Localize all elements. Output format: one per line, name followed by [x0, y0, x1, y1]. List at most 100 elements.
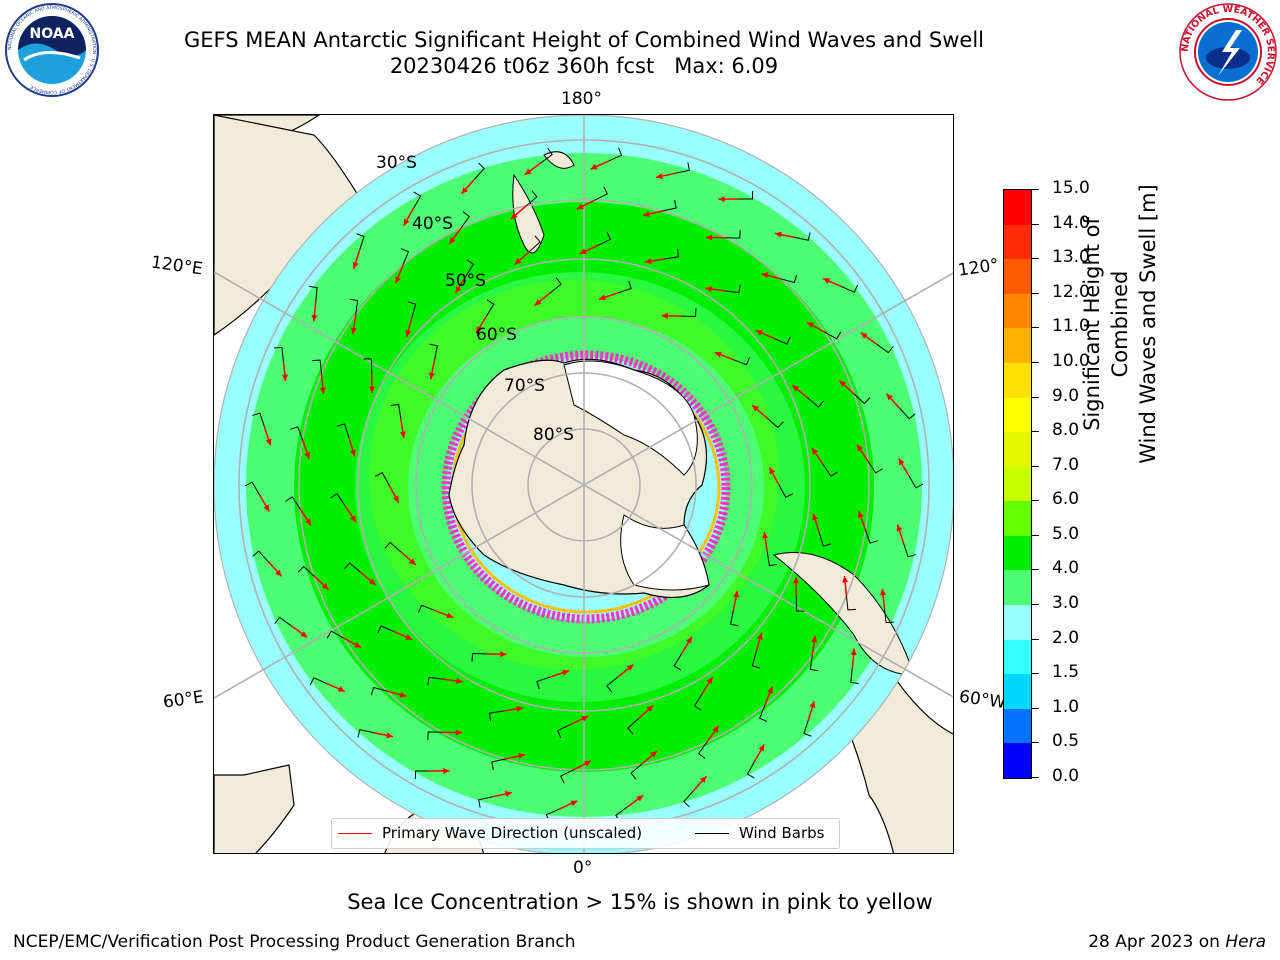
wind-barb [795, 597, 805, 612]
arrow-head [626, 664, 634, 671]
wind-barb [664, 248, 680, 260]
wind-barb [478, 796, 493, 808]
arrow-head [510, 212, 518, 219]
arrow-head [896, 524, 903, 532]
arrow-head [349, 449, 356, 457]
lon-label-60e: 60°E [161, 687, 206, 713]
colorbar-tick-label: 7.0 [1052, 454, 1080, 475]
wind-barb [349, 298, 359, 315]
wind-barb [673, 653, 682, 671]
colorbar-tick [1032, 777, 1039, 778]
colorbar-segment [1004, 673, 1031, 709]
arrow-head [456, 677, 463, 684]
arrow-head [516, 705, 524, 712]
arrow-head [880, 588, 887, 596]
arrow-head [570, 800, 578, 807]
wind-barb [252, 550, 269, 562]
arrow-head [686, 636, 692, 644]
arrow-head [446, 612, 454, 619]
colorbar-tick [1032, 604, 1039, 606]
lon-label-bottom: 0° [573, 858, 593, 878]
colorbar-segment [1004, 466, 1031, 502]
arrow-head [354, 641, 362, 648]
colorbar-tick-label: 0.0 [1052, 766, 1080, 786]
wind-barb [413, 191, 422, 209]
colorbar-tick-label: 14.0 [1052, 212, 1090, 233]
arrow-head [767, 686, 773, 694]
arrow-head [762, 531, 769, 539]
legend-barbs-label: Wind Barbs [739, 824, 825, 842]
arrow-head [518, 752, 525, 759]
arrow-head [733, 590, 740, 598]
colorbar-tick-label: 8.0 [1052, 420, 1080, 441]
lat-label-40s: 40°S [412, 214, 453, 234]
wind-barb [525, 190, 538, 207]
wind-barb [560, 769, 574, 784]
arrow-head [811, 635, 818, 643]
arrow-head [718, 196, 725, 203]
colorbar-segment [1004, 708, 1031, 744]
wind-barb [778, 484, 794, 498]
wind-barb [818, 532, 832, 547]
arrow-head [886, 393, 893, 401]
colorbar-tick-label: 2.0 [1052, 627, 1080, 648]
wind-barb [908, 475, 924, 489]
arrow-head [562, 669, 570, 676]
wind-barb [326, 630, 344, 639]
arrow-head [304, 451, 311, 459]
colorbar-tick [1032, 431, 1039, 433]
arrow-head [769, 467, 776, 475]
arrow-head [792, 385, 800, 392]
arrow-head [839, 380, 847, 387]
colorbar-segment [1004, 639, 1031, 675]
arrow-head [476, 326, 482, 334]
lat-label-30s: 30°S [376, 153, 417, 173]
wind-barb [417, 604, 435, 613]
wind-barb [540, 147, 553, 164]
wind-barb [683, 790, 694, 808]
colorbar-tick-label: 5.0 [1052, 523, 1080, 544]
noaa-logo: NOAA NATIONAL OCEANIC AND ATMOSPHERIC AD… [4, 2, 100, 98]
arrow-head [581, 715, 589, 722]
arrow-head [500, 651, 507, 658]
arrow-head [386, 732, 394, 739]
wind-barb [809, 655, 819, 672]
wind-barb [662, 200, 677, 212]
colorbar-segment [1004, 189, 1031, 225]
arrow-head [319, 387, 326, 394]
arrow-head [337, 686, 345, 692]
page-title: GEFS MEAN Antarctic Significant Height o… [183, 28, 985, 52]
arrow-head [461, 187, 469, 194]
weddell-ice [620, 514, 710, 591]
arrow-head [823, 278, 831, 284]
wind-barb [698, 741, 708, 759]
wind-barb [285, 496, 301, 509]
wind-barb [465, 259, 475, 277]
arrow-head [311, 314, 318, 322]
wind-barb [606, 676, 619, 693]
colorbar-tick [1032, 396, 1039, 398]
colorbar-tick [1032, 189, 1039, 190]
arrow-head [842, 576, 849, 583]
wind-barb [746, 761, 755, 779]
arrow-head [263, 504, 270, 512]
colorbar-tick-label: 11.0 [1052, 316, 1090, 337]
wind-barb [556, 724, 571, 739]
legend-wave-label: Primary Wave Direction (unscaled) [382, 824, 643, 842]
wind-barb [343, 562, 361, 573]
wind-barb [681, 308, 697, 317]
sea-ice-edge [441, 350, 731, 624]
colorbar-tick-label: 6.0 [1052, 489, 1080, 510]
colorbar-tick-label: 12.0 [1052, 281, 1090, 302]
lon-label-top: 180° [561, 89, 602, 109]
wind-barb [244, 481, 260, 495]
black-line-icon [695, 832, 729, 834]
colorbar-segment [1004, 293, 1031, 329]
colorbar-tick [1032, 742, 1039, 744]
arrow-head [806, 322, 814, 329]
wave-arrows [244, 147, 924, 823]
colorbar-tick-label: 15.0 [1052, 178, 1090, 198]
wind-barb [290, 426, 304, 441]
colorbar-tick [1032, 361, 1039, 363]
wind-barb [491, 758, 506, 770]
